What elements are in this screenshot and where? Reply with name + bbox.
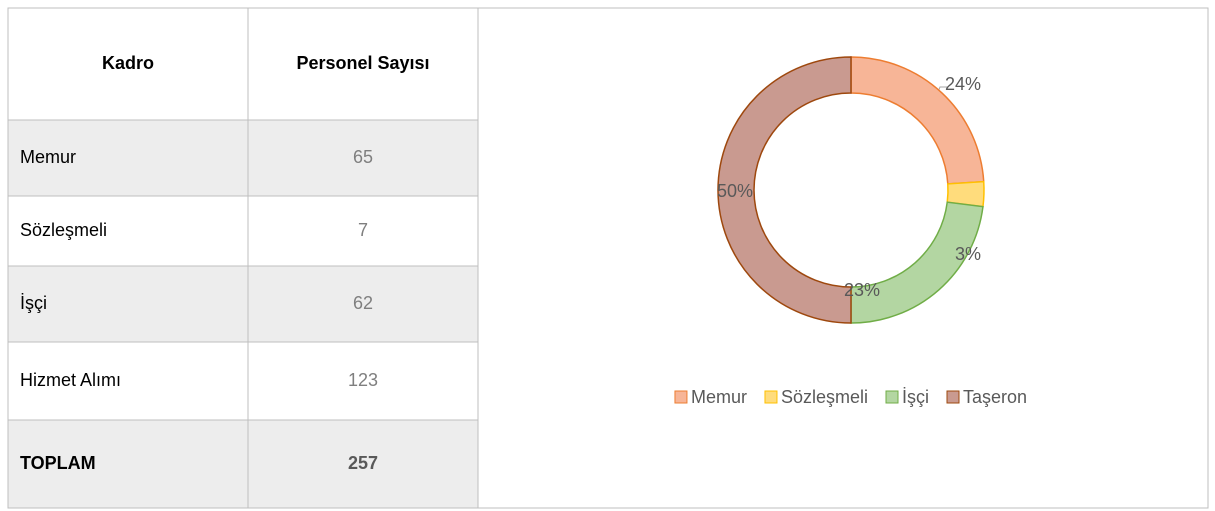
- table-cell: [7, 419, 249, 509]
- legend-label: Sözleşmeli: [781, 387, 868, 407]
- legend-swatch: [885, 390, 899, 404]
- legend-label: Memur: [691, 387, 747, 407]
- data-label: 24%: [945, 74, 981, 94]
- table-cell: [7, 341, 249, 421]
- row-value: 7: [358, 220, 368, 240]
- table-cell: [7, 195, 249, 267]
- table-cell: [247, 265, 479, 343]
- row-value: 62: [353, 293, 373, 313]
- legend-label: Taşeron: [963, 387, 1027, 407]
- table-cell: [247, 419, 479, 509]
- data-label: 23%: [844, 280, 880, 300]
- row-value: 65: [353, 147, 373, 167]
- table-cell: [247, 119, 479, 197]
- legend-swatch: [946, 390, 960, 404]
- legend-swatch: [674, 390, 688, 404]
- row-value: 257: [348, 453, 378, 473]
- legend-label: İşçi: [902, 387, 929, 407]
- row-label: İşçi: [20, 293, 47, 313]
- row-label: Sözleşmeli: [20, 220, 107, 240]
- data-label: 3%: [955, 244, 981, 264]
- header-cell: Kadro: [102, 53, 154, 73]
- row-label: Memur: [20, 147, 76, 167]
- table-cell: [247, 341, 479, 421]
- data-label: 50%: [717, 181, 753, 201]
- donut-slice: [717, 56, 852, 324]
- row-label: TOPLAM: [20, 453, 96, 473]
- table-cell: [7, 265, 249, 343]
- row-label: Hizmet Alımı: [20, 370, 121, 390]
- table-cell: [7, 7, 249, 121]
- table-cell: [7, 119, 249, 197]
- row-value: 123: [348, 370, 378, 390]
- table-cell: [247, 195, 479, 267]
- header-cell: Personel Sayısı: [296, 53, 429, 73]
- legend-swatch: [764, 390, 778, 404]
- table-cell: [247, 7, 479, 121]
